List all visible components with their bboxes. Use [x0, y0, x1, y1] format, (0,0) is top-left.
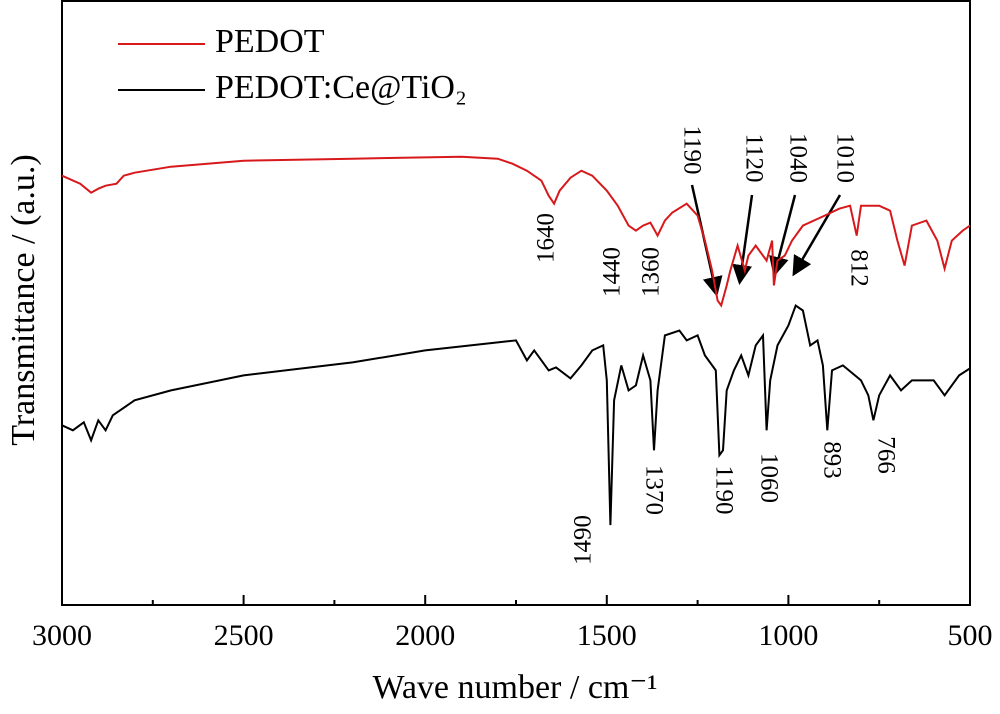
peak-label: 1190 — [710, 465, 737, 514]
peak-label: 1440 — [599, 247, 626, 297]
peak-label: 1190 — [678, 125, 705, 174]
x-tick-label: 2000 — [395, 619, 455, 652]
x-tick-label: 3000 — [32, 619, 92, 652]
x-tick-label: 500 — [948, 619, 993, 652]
peak-label: 1040 — [784, 133, 811, 183]
series-line — [61, 155, 971, 308]
peak-label: 1370 — [640, 465, 667, 515]
series-line — [61, 303, 971, 526]
arrow — [732, 194, 754, 285]
peak-label: 1490 — [570, 515, 597, 565]
legend-label: PEDOT — [215, 23, 325, 60]
x-tick-label: 1500 — [577, 619, 637, 652]
peak-label: 1060 — [755, 453, 782, 503]
peak-label: 1120 — [740, 133, 767, 182]
arrow — [792, 194, 842, 277]
x-tick-label: 1000 — [758, 619, 818, 652]
peak-label: 1360 — [638, 247, 665, 297]
x-tick-label: 2500 — [214, 619, 274, 652]
peak-label: 893 — [818, 441, 845, 479]
peak-label: 1010 — [831, 133, 858, 183]
x-axis-label: Wave number / cm⁻¹ — [372, 669, 657, 706]
peak-label: 766 — [872, 436, 899, 474]
plot-frame — [61, 0, 971, 606]
peak-label: 1640 — [533, 213, 560, 263]
y-axis-label: Transmittance / (a.u.) — [5, 154, 42, 445]
peak-label: 812 — [845, 249, 872, 287]
legend-label: PEDOT:Ce@TiO₂ — [215, 69, 467, 106]
